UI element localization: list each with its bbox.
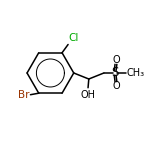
Text: Br: Br xyxy=(18,90,30,100)
Text: Cl: Cl xyxy=(69,33,79,43)
Text: S: S xyxy=(111,66,119,79)
Text: O: O xyxy=(112,81,120,91)
Text: O: O xyxy=(112,55,120,65)
Text: OH: OH xyxy=(81,90,96,100)
Text: CH₃: CH₃ xyxy=(127,68,145,78)
